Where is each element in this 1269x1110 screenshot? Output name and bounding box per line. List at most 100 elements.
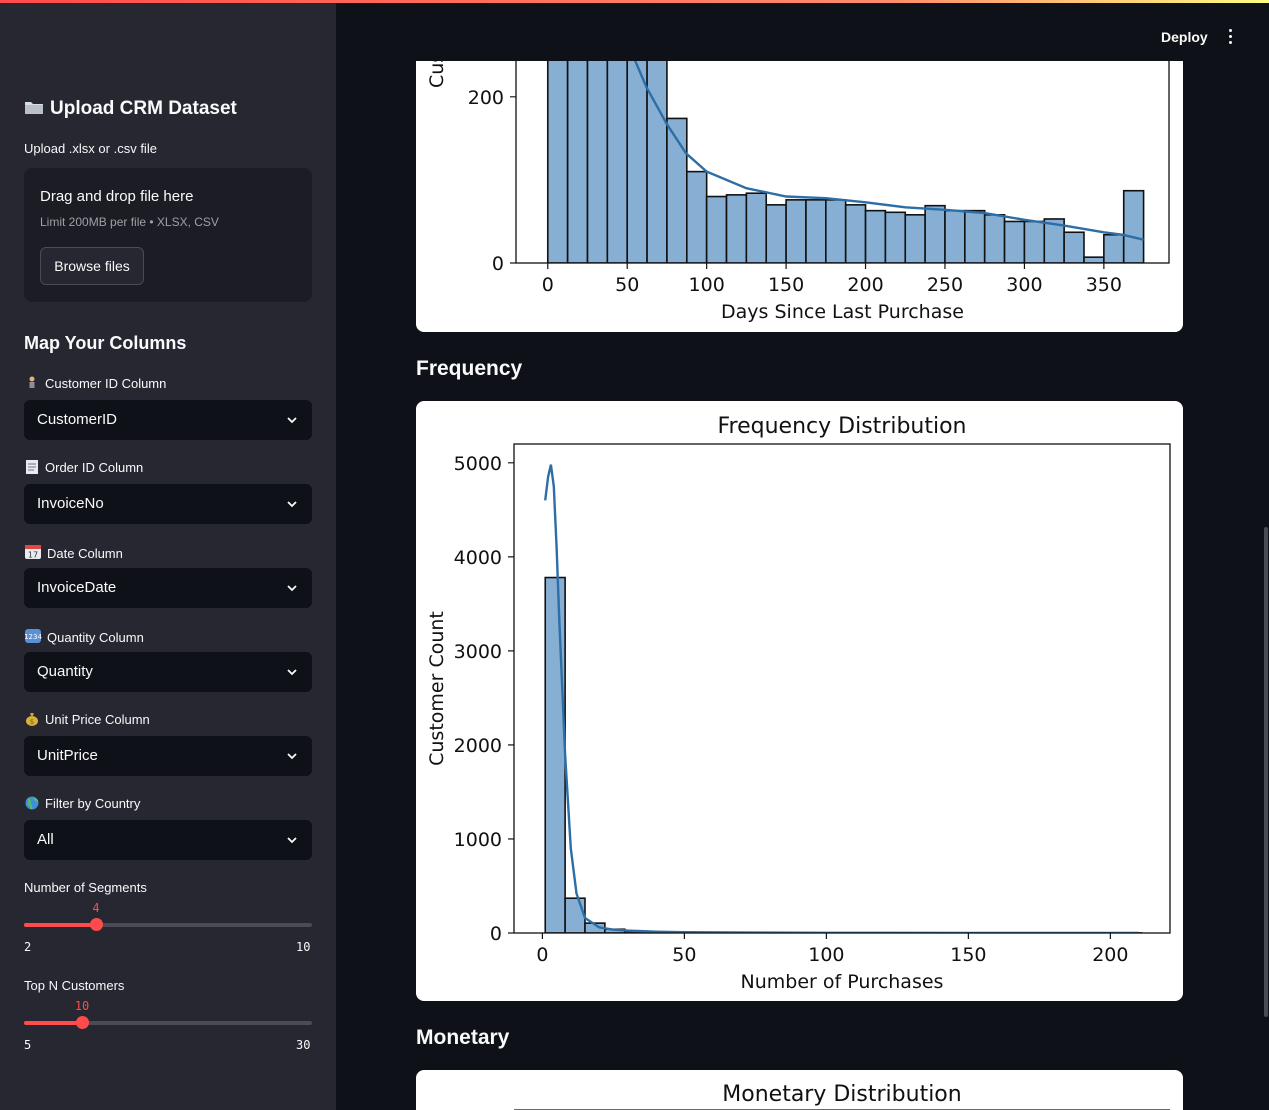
top-n-slider-label: Top N Customers (24, 978, 125, 993)
x-tick-label: 100 (689, 274, 725, 296)
chart-title: Frequency Distribution (718, 414, 967, 439)
map-columns-heading: Map Your Columns (24, 333, 187, 353)
deploy-button[interactable]: Deploy (1161, 29, 1208, 45)
kde-line (544, 464, 1139, 933)
y-tick-label: 200 (468, 87, 504, 109)
top-n-slider-max: 30 (296, 1038, 311, 1052)
upload-heading-text: Upload CRM Dataset (50, 98, 237, 119)
histogram-bar (765, 204, 787, 263)
country-filter-select[interactable]: All (24, 820, 312, 860)
histogram-bar (983, 214, 1006, 263)
more-options-icon[interactable] (1226, 29, 1234, 45)
x-tick-label: 300 (1006, 274, 1042, 296)
y-tick-label: 2000 (454, 735, 502, 757)
x-axis-label: Days Since Last Purchase (721, 301, 964, 323)
x-axis-label: Number of Purchases (741, 971, 944, 993)
receipt-icon (24, 460, 40, 474)
monetary-section-heading: Monetary (416, 1026, 510, 1049)
histogram-bar (904, 214, 926, 263)
chart-title: Monetary Distribution (722, 1082, 961, 1107)
y-tick-label: 0 (490, 923, 502, 945)
histogram-bar (785, 199, 807, 263)
chevron-down-icon (287, 837, 297, 844)
segments-slider-fill (24, 923, 96, 927)
chevron-down-icon (287, 753, 297, 760)
date-value: InvoiceDate (37, 579, 117, 596)
main-content: 0 50 100 150 200 250 300 350 0 200 Days Since Last… (336, 3, 1269, 1110)
segments-slider-label: Number of Segments (24, 880, 147, 895)
date-select[interactable]: InvoiceDate (24, 568, 312, 608)
quantity-label: 1234 Quantity Column (24, 628, 144, 645)
histogram-bar (924, 204, 946, 263)
plot-frame (515, 3, 1170, 264)
unit-price-value: UnitPrice (37, 747, 98, 764)
histogram-bar (1122, 189, 1145, 263)
dropzone-limit: Limit 200MB per file • XLSX, CSV (40, 215, 219, 229)
order-id-value: InvoiceNo (37, 495, 104, 512)
country-filter-label-text: Filter by Country (45, 796, 141, 811)
order-id-select[interactable]: InvoiceNo (24, 484, 312, 524)
x-tick-label: 100 (808, 944, 844, 966)
frequency-section-heading: Frequency (416, 357, 523, 380)
histogram-bar (564, 897, 586, 933)
histogram-bar (1083, 256, 1105, 263)
country-filter-value: All (37, 831, 54, 848)
customer-id-select[interactable]: CustomerID (24, 400, 312, 440)
y-axis-label: Customer Count (426, 611, 448, 766)
page-scrollbar[interactable] (1264, 527, 1268, 1017)
segments-slider-value: 4 (92, 901, 100, 915)
numbers-icon: 1234 (24, 628, 42, 644)
quantity-label-text: Quantity Column (47, 630, 144, 645)
quantity-select[interactable]: Quantity (24, 652, 312, 692)
histogram-bar (825, 199, 847, 263)
histogram-bar (646, 42, 668, 263)
top-n-slider-thumb[interactable] (76, 1016, 89, 1029)
top-n-slider-fill (24, 1021, 82, 1025)
monetary-histogram: Monetary Distribution (514, 1082, 1170, 1110)
histogram-bar (844, 204, 867, 263)
file-dropzone[interactable]: Drag and drop file here Limit 200MB per … (24, 168, 312, 302)
chevron-down-icon (287, 669, 297, 676)
plot-frame (513, 443, 1171, 934)
chevron-down-icon (287, 501, 297, 508)
histogram-bar (944, 209, 966, 263)
x-tick-label: 50 (615, 274, 639, 296)
chevron-down-icon (287, 417, 297, 424)
y-tick-label: 0 (492, 253, 504, 275)
segments-slider-min: 2 (24, 940, 32, 954)
x-tick-label: 150 (950, 944, 986, 966)
top-n-slider-min: 5 (24, 1038, 32, 1052)
histogram-bar (725, 194, 748, 263)
sidebar: Upload CRM Dataset Upload .xlsx or .csv … (0, 3, 336, 1110)
date-label: 17 Date Column (24, 544, 123, 561)
unit-price-select[interactable]: UnitPrice (24, 736, 312, 776)
segments-slider-max: 10 (296, 940, 311, 954)
folder-icon (24, 99, 44, 115)
top-n-slider-track[interactable] (24, 1016, 312, 1029)
order-id-label-text: Order ID Column (45, 460, 144, 475)
x-tick-label: 0 (536, 944, 548, 966)
x-tick-label: 50 (672, 944, 696, 966)
segments-slider-thumb[interactable] (90, 918, 103, 931)
x-tick-label: 150 (768, 274, 804, 296)
histogram-bar (606, 39, 629, 263)
chevron-down-icon (287, 585, 297, 592)
histogram-bar (544, 576, 566, 933)
unit-price-label-text: Unit Price Column (45, 712, 150, 727)
y-tick-label: 4000 (454, 547, 502, 569)
y-axis-label: Cus (426, 53, 448, 88)
country-filter-label: Filter by Country (24, 796, 140, 811)
top-accent-line (0, 0, 1269, 3)
kde-line (616, 3, 1144, 241)
customer-id-value: CustomerID (37, 411, 118, 428)
histogram-bar (626, 34, 648, 263)
histogram-bar (805, 199, 827, 263)
segments-slider-track[interactable] (24, 918, 312, 931)
monetary-chart-card: Monetary Distribution (416, 1070, 1183, 1110)
x-tick-label: 250 (927, 274, 963, 296)
upload-label: Upload .xlsx or .csv file (24, 141, 157, 156)
plot-area (544, 464, 1143, 933)
browse-files-button[interactable]: Browse files (40, 247, 144, 285)
dropzone-title: Drag and drop file here (40, 188, 194, 205)
